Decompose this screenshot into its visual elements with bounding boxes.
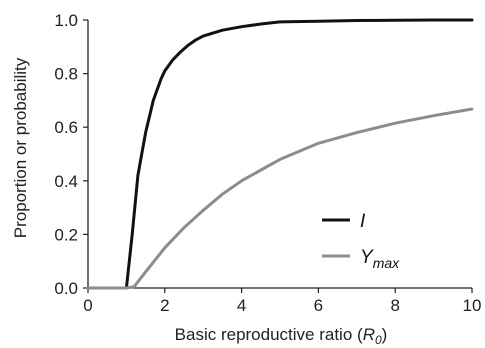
y-axis-title: Proportion or probability xyxy=(11,57,30,238)
x-tick-label: 10 xyxy=(463,296,482,315)
x-axis-title-close: ) xyxy=(382,325,388,344)
legend-label-ymax: Ymax xyxy=(360,247,400,271)
x-tick-label: 8 xyxy=(390,296,399,315)
y-tick-label: 0.4 xyxy=(54,172,78,191)
y-tick-label: 0.0 xyxy=(54,279,78,298)
y-tick-label: 0.2 xyxy=(54,225,78,244)
axes xyxy=(87,20,472,289)
series-line-ymax xyxy=(86,107,474,290)
x-tick-label: 6 xyxy=(314,296,323,315)
x-tick-label: 2 xyxy=(160,296,169,315)
x-tick-label: 0 xyxy=(83,296,92,315)
legend: I Ymax xyxy=(322,211,400,271)
y-tick-label: 1.0 xyxy=(54,11,78,30)
x-tick-label: 4 xyxy=(237,296,246,315)
x-axis-title-subscript: 0 xyxy=(375,333,382,347)
x-axis-title: Basic reproductive ratio (R0) xyxy=(175,325,388,347)
y-ticks: 0.0 0.2 0.4 0.6 0.8 1.0 xyxy=(54,11,88,298)
x-axis-title-main: Basic reproductive ratio ( xyxy=(175,325,363,344)
series-line-i xyxy=(86,18,474,290)
x-axis-title-symbol: R xyxy=(363,325,375,344)
x-ticks: 0 2 4 6 8 10 xyxy=(83,288,481,315)
y-tick-label: 0.6 xyxy=(54,118,78,137)
series-group xyxy=(86,18,474,290)
y-tick-label: 0.8 xyxy=(54,65,78,84)
legend-label-i: I xyxy=(360,211,366,232)
